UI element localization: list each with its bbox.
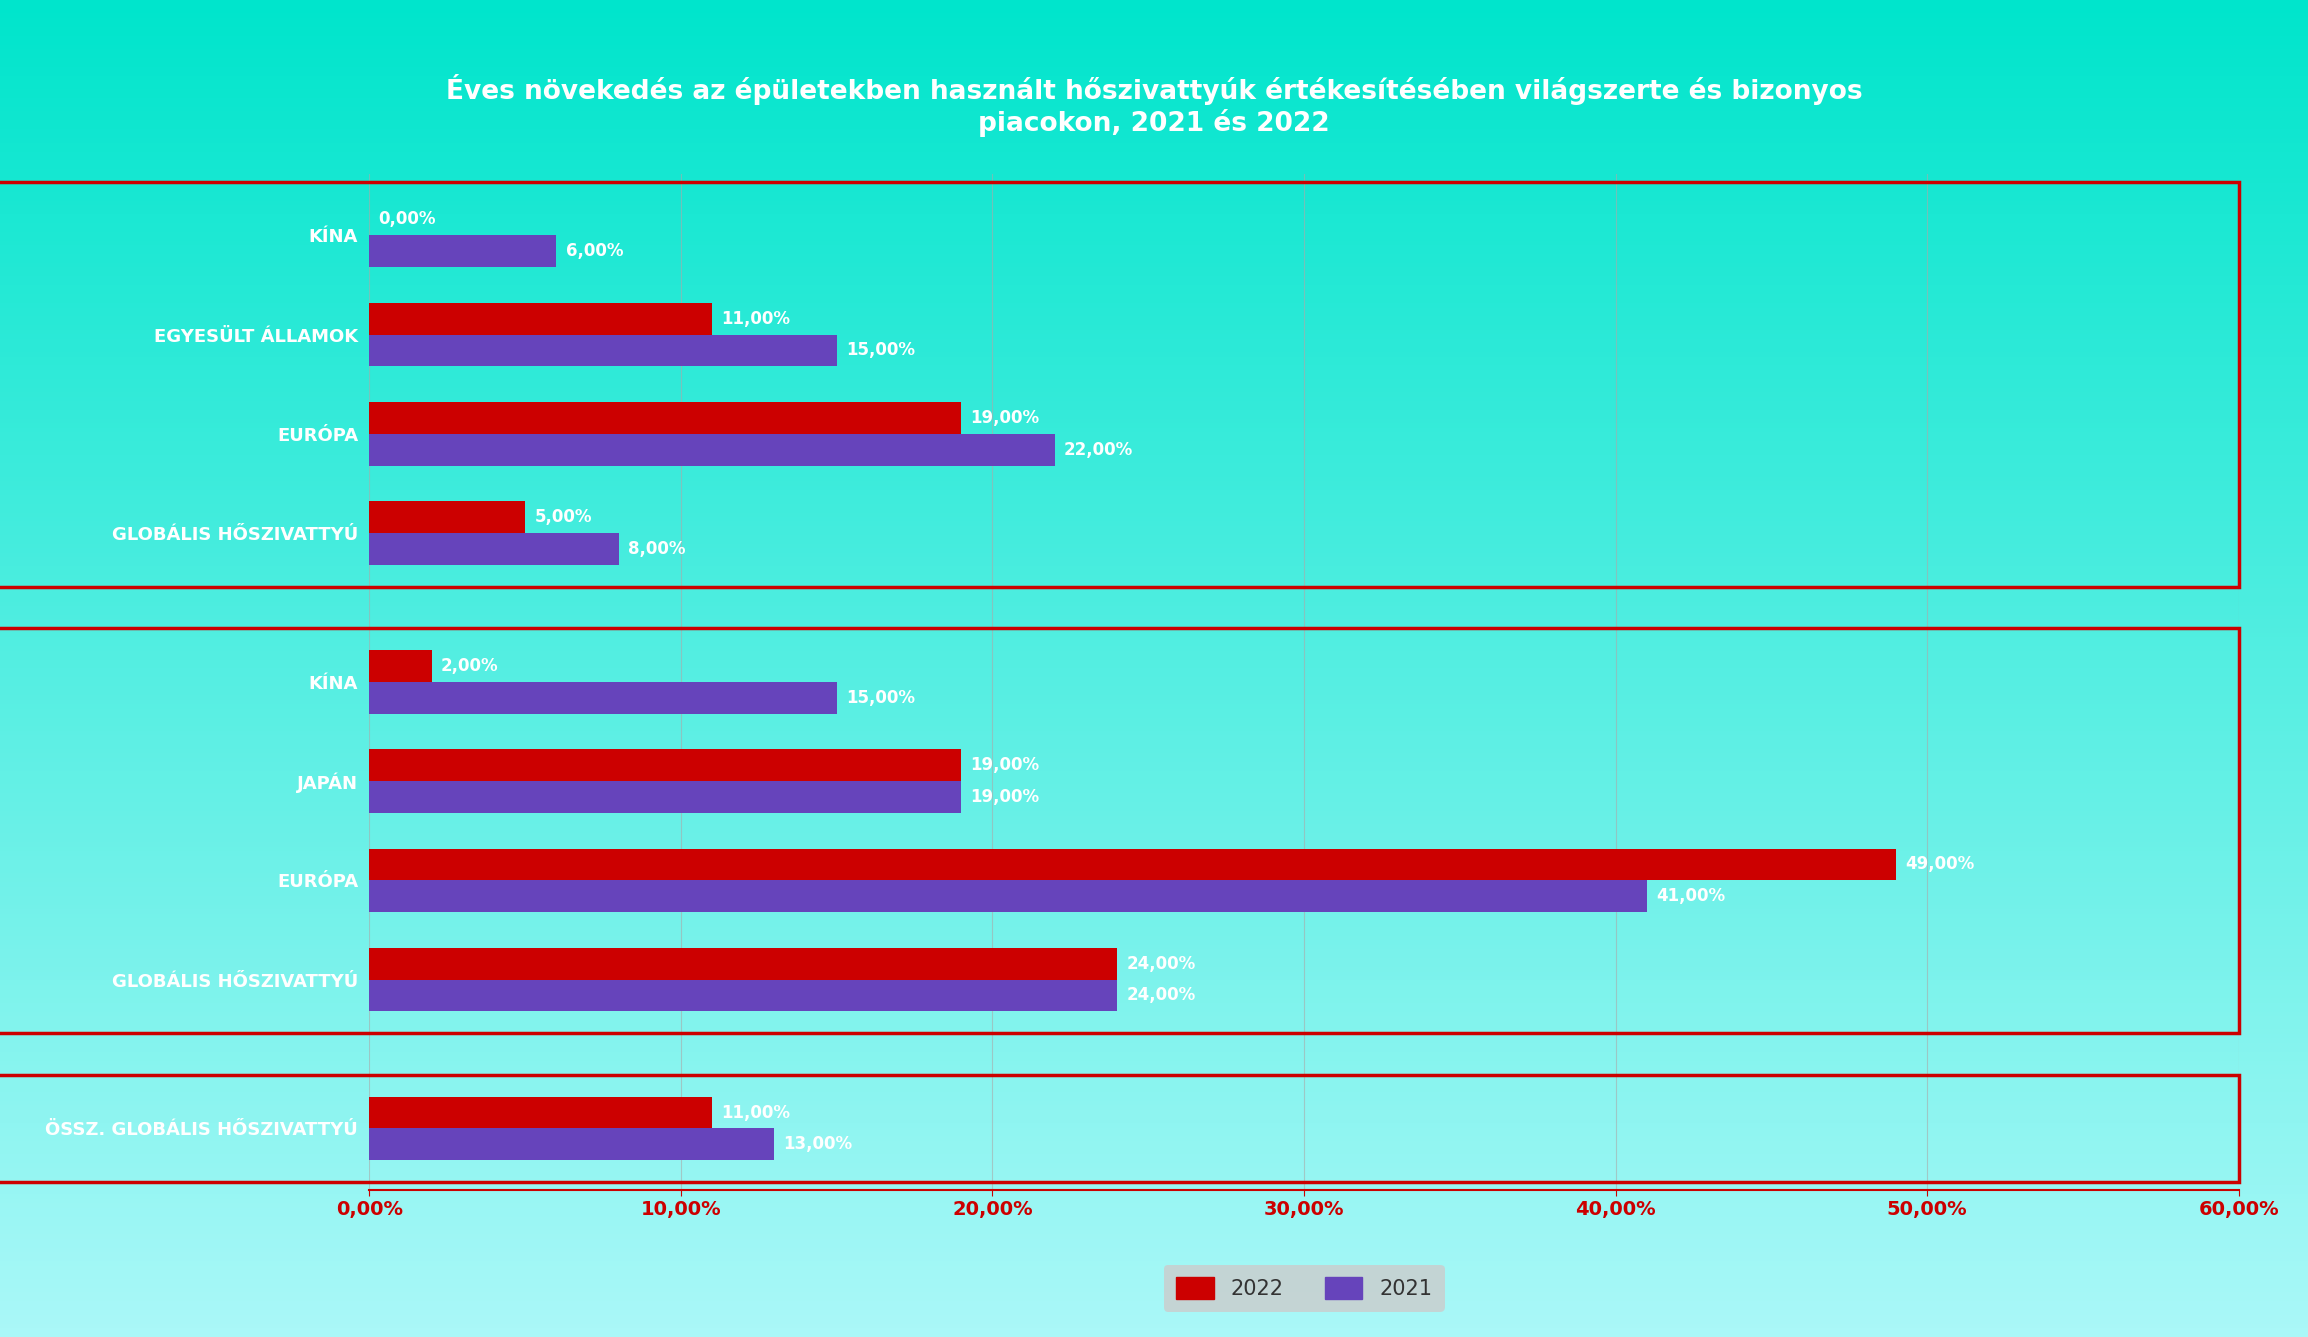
Bar: [369, 235, 556, 267]
Bar: [369, 1096, 711, 1128]
Bar: [0, 182, 2239, 587]
Text: 49,00%: 49,00%: [1906, 856, 1976, 873]
Bar: [0, 1075, 2239, 1182]
Bar: [369, 433, 1055, 465]
Text: 15,00%: 15,00%: [847, 689, 914, 707]
Text: 19,00%: 19,00%: [972, 757, 1041, 774]
Text: Éves növekedés az épületekben használt hőszivattyúk értékesítésében világszerte : Éves növekedés az épületekben használt h…: [445, 74, 1863, 136]
Legend: 2022, 2021: 2022, 2021: [1163, 1265, 1445, 1312]
Bar: [369, 402, 960, 433]
Bar: [369, 1128, 775, 1161]
Text: 19,00%: 19,00%: [972, 787, 1041, 806]
Bar: [369, 749, 960, 781]
Bar: [369, 650, 432, 682]
Text: 11,00%: 11,00%: [722, 1103, 789, 1122]
Bar: [369, 334, 835, 366]
Bar: [369, 880, 1646, 912]
Text: 2,00%: 2,00%: [441, 656, 499, 675]
Text: 6,00%: 6,00%: [565, 242, 623, 261]
Text: 19,00%: 19,00%: [972, 409, 1041, 427]
Text: 5,00%: 5,00%: [535, 508, 591, 527]
Bar: [0, 628, 2239, 1034]
Text: 0,00%: 0,00%: [379, 210, 436, 229]
Text: 41,00%: 41,00%: [1657, 888, 1726, 905]
Bar: [369, 849, 1895, 880]
Bar: [369, 781, 960, 813]
Bar: [369, 501, 526, 533]
Bar: [369, 533, 619, 564]
Text: 24,00%: 24,00%: [1126, 987, 1196, 1004]
Text: 22,00%: 22,00%: [1064, 441, 1133, 459]
Bar: [369, 948, 1117, 980]
Text: 11,00%: 11,00%: [722, 310, 789, 328]
Text: 8,00%: 8,00%: [628, 540, 685, 558]
Bar: [369, 980, 1117, 1011]
Text: 15,00%: 15,00%: [847, 341, 914, 360]
Text: 13,00%: 13,00%: [785, 1135, 854, 1154]
Bar: [369, 302, 711, 334]
Text: 24,00%: 24,00%: [1126, 955, 1196, 973]
Bar: [369, 682, 835, 714]
